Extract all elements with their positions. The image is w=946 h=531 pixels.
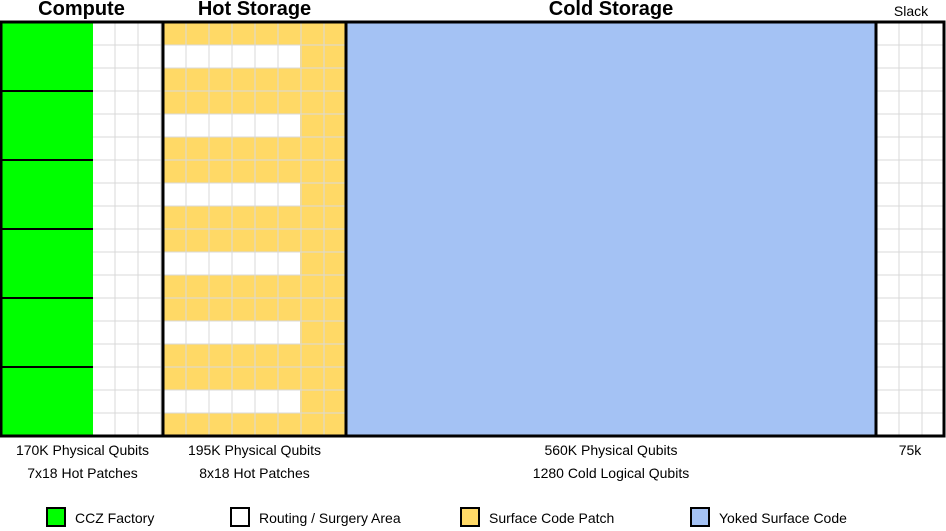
legend-yoked-surface-code: Yoked Surface Code [690,507,890,531]
hot-storage-title: Hot Storage [197,0,312,20]
surface-code-patch-swatch [460,507,480,527]
legend-label: Surface Code Patch [489,510,615,526]
legend-label: Routing / Surgery Area [259,510,401,526]
yoked-surface-code-block [346,22,876,436]
region-outlines [0,20,946,438]
compute-region [0,22,163,436]
ccz-factory-swatch [46,507,66,527]
ccz-factory [1,22,93,91]
legend-ccz-factory: CCZ Factory [46,507,196,531]
ccz-factory [1,160,93,229]
slack-region [876,22,945,436]
compute-title: Compute [38,0,125,20]
cold-storage-physical-qubits: 560K Physical Qubits [544,442,678,458]
yoked-surface-code-swatch [690,507,710,527]
legend-routing-surgery-area: Routing / Surgery Area [230,507,430,531]
cold-storage-region [346,22,876,436]
hot-storage-region [163,22,346,436]
ccz-factory [1,367,93,436]
ccz-factory [1,298,93,367]
ccz-factory [1,229,93,298]
routing-swatch [230,507,250,527]
compute-hot-patches: 7x18 Hot Patches [27,465,138,481]
hot-storage-physical-qubits: 195K Physical Qubits [187,442,322,458]
layout-diagram [0,20,946,438]
slack-title: Slack [893,3,929,19]
outer-border [0,20,946,438]
legend-surface-code-patch: Surface Code Patch [460,507,660,531]
cold-storage-logical-qubits: 1280 Cold Logical Qubits [532,465,690,481]
slack-physical-qubits: 75k [898,442,922,458]
cold-storage-title: Cold Storage [548,0,674,20]
compute-physical-qubits: 170K Physical Qubits [15,442,150,458]
legend-label: Yoked Surface Code [719,510,847,526]
hot-storage-hot-patches: 8x18 Hot Patches [199,465,310,481]
legend-label: CCZ Factory [75,510,155,526]
ccz-factory [1,91,93,160]
